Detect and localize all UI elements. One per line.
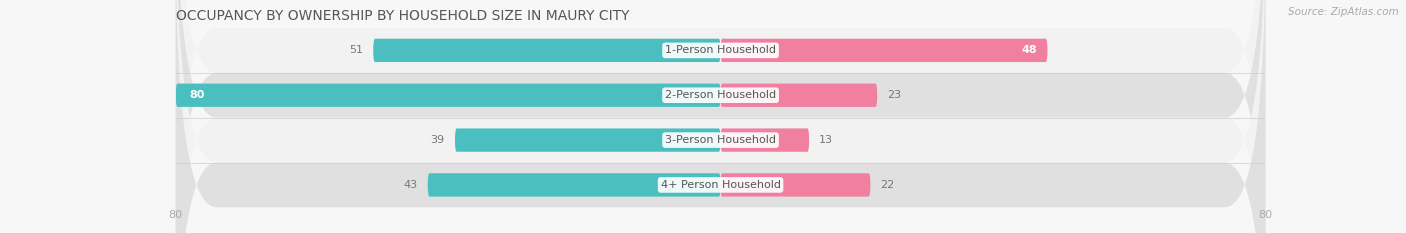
FancyBboxPatch shape [427,173,721,197]
Text: 13: 13 [820,135,834,145]
FancyBboxPatch shape [373,39,721,62]
FancyBboxPatch shape [721,173,870,197]
Text: Source: ZipAtlas.com: Source: ZipAtlas.com [1288,7,1399,17]
Text: 43: 43 [404,180,418,190]
FancyBboxPatch shape [721,84,877,107]
Text: 51: 51 [349,45,363,55]
FancyBboxPatch shape [176,0,1265,233]
FancyBboxPatch shape [456,128,721,152]
Text: 2-Person Household: 2-Person Household [665,90,776,100]
FancyBboxPatch shape [176,0,1265,233]
Text: 23: 23 [887,90,901,100]
Text: 22: 22 [880,180,894,190]
Text: OCCUPANCY BY OWNERSHIP BY HOUSEHOLD SIZE IN MAURY CITY: OCCUPANCY BY OWNERSHIP BY HOUSEHOLD SIZE… [176,9,630,23]
FancyBboxPatch shape [721,39,1047,62]
Text: 80: 80 [190,90,205,100]
FancyBboxPatch shape [176,0,1265,233]
Text: 3-Person Household: 3-Person Household [665,135,776,145]
FancyBboxPatch shape [176,0,1265,233]
Text: 1-Person Household: 1-Person Household [665,45,776,55]
Text: 4+ Person Household: 4+ Person Household [661,180,780,190]
FancyBboxPatch shape [721,128,808,152]
Text: 39: 39 [430,135,444,145]
Text: 48: 48 [1022,45,1038,55]
FancyBboxPatch shape [176,84,721,107]
